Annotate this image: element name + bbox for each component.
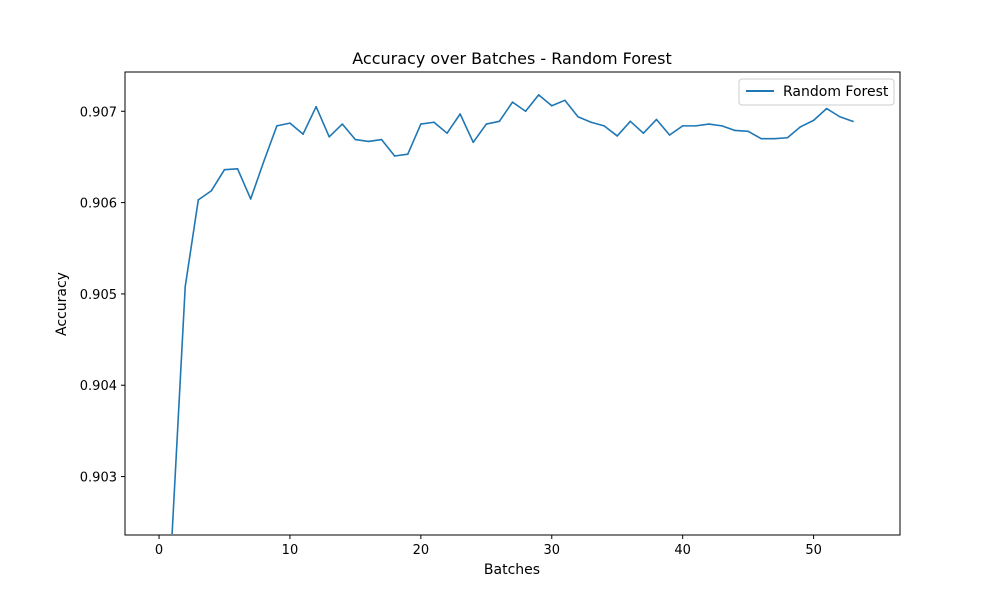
data-point (655, 118, 658, 121)
data-point (799, 125, 802, 128)
data-point (302, 133, 304, 135)
data-point (681, 125, 684, 127)
data-point (642, 132, 645, 134)
data-point (472, 141, 475, 144)
data-point (629, 120, 632, 123)
data-point (577, 115, 579, 118)
legend: Random Forest (738, 78, 895, 106)
x-axis-label: Batches (484, 562, 540, 578)
data-point (341, 123, 344, 125)
plot-frame (124, 71, 901, 536)
data-point (406, 153, 409, 155)
data-point (550, 104, 553, 107)
data-point (511, 101, 514, 103)
data-point (184, 285, 187, 288)
data-point (380, 138, 383, 141)
data-point (786, 136, 789, 139)
data-point (485, 123, 488, 125)
legend-box (738, 78, 895, 106)
data-point (367, 140, 370, 143)
x-tick-label: 10 (282, 543, 299, 558)
data-point (171, 532, 173, 534)
data-point (276, 125, 278, 127)
data-point (825, 107, 828, 110)
data-point (236, 168, 239, 170)
data-point (694, 125, 697, 127)
data-point (537, 94, 540, 96)
data-point (315, 105, 317, 108)
x-axis-ticks: 0 10 20 30 40 50 (155, 535, 822, 558)
y-axis-ticks: 0.903 0.904 0.905 0.906 0.907 (80, 105, 125, 486)
x-tick-label: 40 (674, 543, 691, 558)
data-point (433, 121, 435, 124)
data-point (760, 137, 763, 140)
data-point (289, 122, 291, 124)
data-point (197, 199, 200, 201)
y-tick-label: 0.904 (80, 379, 117, 394)
data-point (616, 135, 619, 137)
data-point (446, 132, 448, 134)
data-point (210, 189, 213, 192)
series-layer (171, 94, 854, 535)
data-point (249, 198, 252, 200)
data-point (459, 113, 461, 115)
y-tick-label: 0.905 (80, 288, 117, 303)
data-point (812, 119, 815, 122)
data-point (393, 155, 396, 157)
y-tick-label: 0.906 (80, 197, 117, 212)
data-point (838, 115, 841, 118)
data-point (524, 110, 527, 113)
x-tick-label: 50 (805, 543, 822, 558)
data-point (747, 130, 749, 133)
data-point (420, 123, 422, 125)
data-point (354, 138, 357, 141)
plot-area (125, 72, 900, 535)
data-point (668, 134, 671, 136)
x-tick-label: 30 (544, 543, 561, 558)
data-point (564, 99, 566, 102)
chart-title: Accuracy over Batches - Random Forest (352, 49, 671, 68)
data-point (708, 123, 710, 125)
data-point (773, 137, 776, 140)
data-point (498, 120, 501, 123)
x-tick-label: 20 (413, 543, 430, 558)
data-point (852, 120, 854, 123)
data-point (223, 168, 226, 171)
y-tick-label: 0.907 (80, 105, 117, 120)
data-point (262, 160, 265, 163)
data-point (590, 121, 592, 124)
legend-label-random-forest: Random Forest (783, 84, 889, 100)
data-point (721, 125, 723, 127)
y-tick-label: 0.903 (80, 471, 117, 486)
x-tick-label: 0 (155, 543, 163, 558)
data-point (603, 125, 605, 127)
y-axis-label: Accuracy (54, 272, 70, 336)
data-point (734, 129, 736, 132)
data-point (328, 136, 331, 138)
